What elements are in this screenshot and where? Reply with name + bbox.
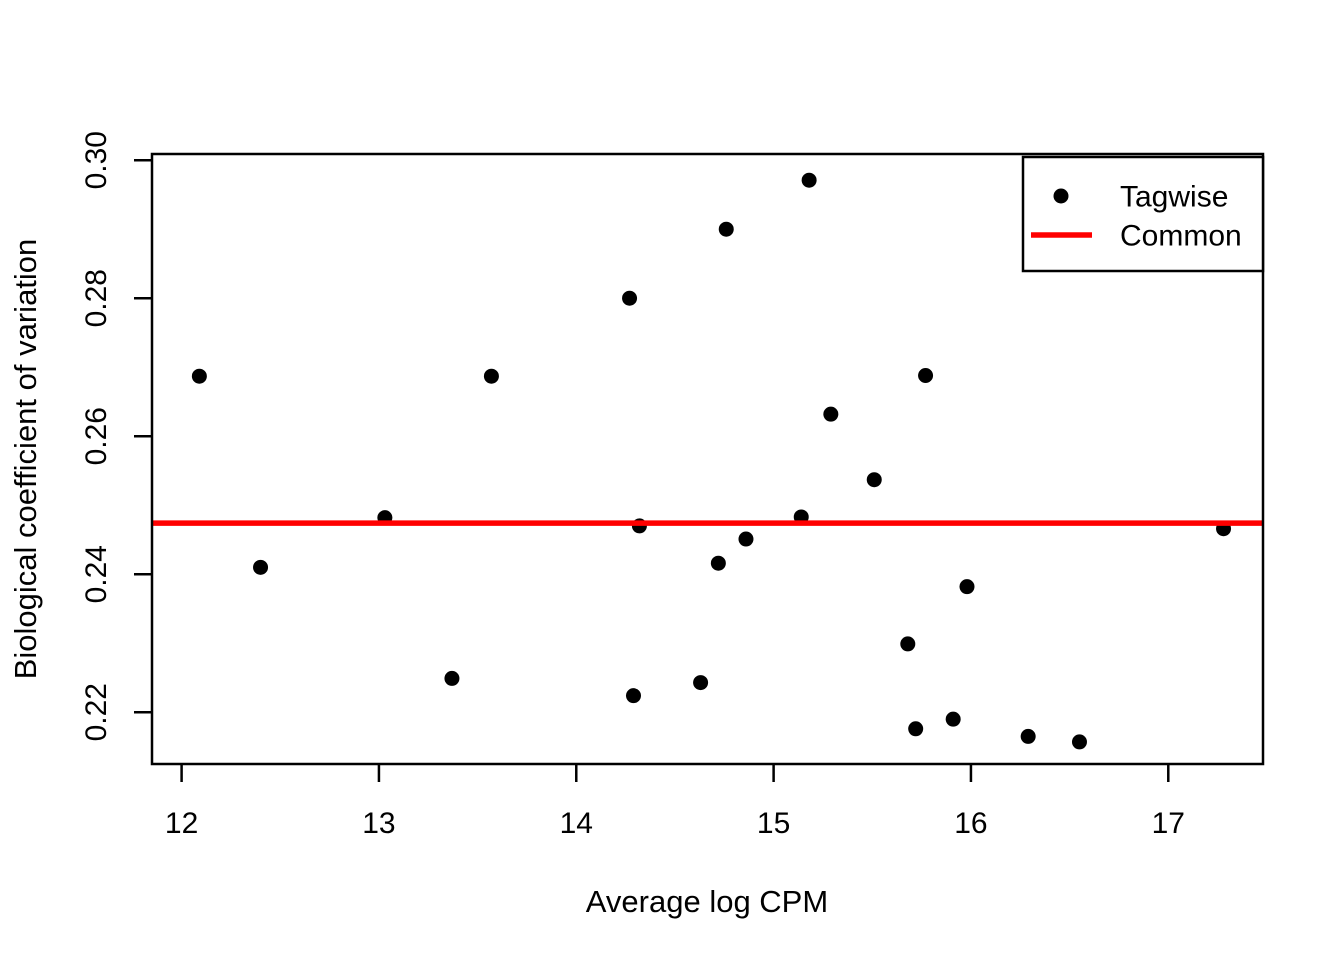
y-tick-label: 0.24 <box>80 545 113 603</box>
legend: Tagwise Common <box>1021 155 1265 273</box>
legend-box <box>1021 155 1265 273</box>
x-tick-label: 14 <box>560 807 593 840</box>
tagwise-marker-icon <box>1053 188 1069 204</box>
x-tick-label: 16 <box>954 807 987 840</box>
data-point <box>718 221 734 237</box>
plot-box <box>150 152 1265 766</box>
data-point <box>1071 734 1087 750</box>
legend-label-common: Common <box>1120 220 1242 253</box>
y-axis-title: Biological coefficient of variation <box>8 239 43 680</box>
x-tick-label: 12 <box>165 807 198 840</box>
data-point <box>483 368 499 384</box>
x-tick-label: 17 <box>1152 807 1185 840</box>
y-tick-label: 0.26 <box>80 407 113 465</box>
data-point <box>959 579 975 595</box>
y-tick-label: 0.30 <box>80 131 113 189</box>
data-point <box>622 290 638 306</box>
data-point <box>693 675 709 691</box>
data-point <box>253 559 269 575</box>
data-point <box>823 406 839 422</box>
data-point <box>738 531 754 547</box>
x-axis-title: Average log CPM <box>586 884 828 919</box>
plot-content-layer: 12 13 14 15 16 17 0.22 0.24 0.26 0.28 0.30 <box>80 131 1263 840</box>
legend-label-tagwise: Tagwise <box>1120 181 1228 214</box>
data-point <box>710 555 726 571</box>
data-point <box>801 172 817 188</box>
data-point <box>444 670 460 686</box>
x-tick-label: 15 <box>757 807 790 840</box>
data-point <box>945 711 961 727</box>
data-point <box>625 688 641 704</box>
x-tick-label: 13 <box>362 807 395 840</box>
data-point <box>1020 728 1036 744</box>
data-point <box>900 636 916 652</box>
data-point <box>191 368 207 384</box>
data-point <box>918 368 934 384</box>
data-point <box>908 721 924 737</box>
y-tick-label: 0.22 <box>80 683 113 741</box>
y-tick-label: 0.28 <box>80 269 113 327</box>
data-point <box>866 472 882 488</box>
